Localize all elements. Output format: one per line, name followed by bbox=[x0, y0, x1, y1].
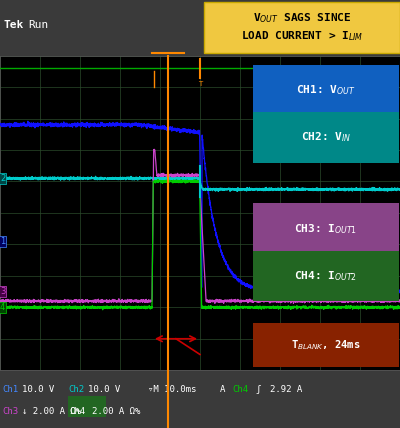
Text: 3: 3 bbox=[0, 287, 5, 296]
Text: Ch4: Ch4 bbox=[232, 385, 248, 394]
Text: CH4: I$_{OUT2}$: CH4: I$_{OUT2}$ bbox=[294, 269, 358, 283]
FancyBboxPatch shape bbox=[254, 251, 398, 301]
Text: Run: Run bbox=[28, 20, 48, 30]
FancyBboxPatch shape bbox=[254, 203, 398, 254]
Text: A: A bbox=[220, 385, 225, 394]
FancyBboxPatch shape bbox=[254, 65, 398, 116]
Text: CH1: V$_{OUT}$: CH1: V$_{OUT}$ bbox=[296, 83, 356, 97]
Text: CH2: V$_{IN}$: CH2: V$_{IN}$ bbox=[301, 131, 351, 144]
FancyBboxPatch shape bbox=[254, 112, 398, 163]
Text: ▿M 10.0ms: ▿M 10.0ms bbox=[148, 385, 196, 394]
Text: 10.0 V: 10.0 V bbox=[88, 385, 120, 394]
Text: 2: 2 bbox=[0, 174, 5, 183]
FancyBboxPatch shape bbox=[204, 2, 400, 54]
Text: Tek: Tek bbox=[4, 20, 24, 30]
Bar bbox=[68, 396, 106, 417]
Text: Ch1: Ch1 bbox=[2, 385, 18, 394]
Text: CH3: I$_{OUT1}$: CH3: I$_{OUT1}$ bbox=[294, 222, 358, 235]
Text: T: T bbox=[198, 81, 202, 87]
Text: Ch2: Ch2 bbox=[68, 385, 84, 394]
Text: ↓ 2.00 A Ω%: ↓ 2.00 A Ω% bbox=[22, 407, 81, 416]
Text: ʃ: ʃ bbox=[255, 385, 260, 394]
Text: Ch3: Ch3 bbox=[2, 407, 18, 416]
Text: 2.00 A Ω%: 2.00 A Ω% bbox=[92, 407, 140, 416]
Text: T$_{BLANK}$, 24ms: T$_{BLANK}$, 24ms bbox=[291, 338, 361, 352]
Text: 2.92 A: 2.92 A bbox=[270, 385, 302, 394]
Text: 10.0 V: 10.0 V bbox=[22, 385, 54, 394]
Text: 4: 4 bbox=[0, 303, 5, 312]
FancyBboxPatch shape bbox=[254, 323, 398, 367]
Text: Ch4: Ch4 bbox=[69, 407, 85, 416]
Text: 1: 1 bbox=[0, 237, 5, 246]
Text: V$_{OUT}$ SAGS SINCE
LOAD CURRENT > I$_{LIM}$: V$_{OUT}$ SAGS SINCE LOAD CURRENT > I$_{… bbox=[241, 11, 363, 42]
